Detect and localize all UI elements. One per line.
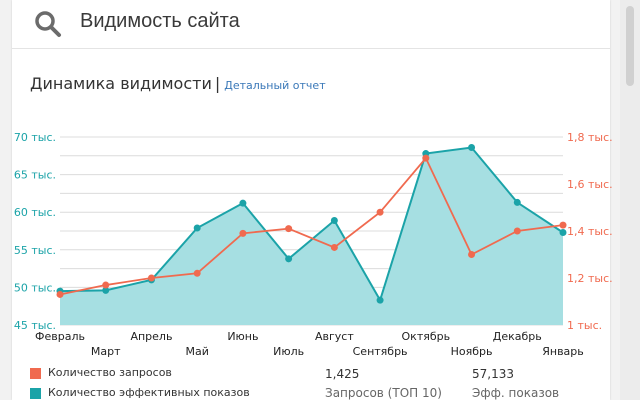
impressions-point — [468, 144, 476, 152]
right-axis-tick-label: 1 тыс. — [567, 319, 602, 332]
right-axis-tick-label: 1,8 тыс. — [567, 131, 613, 144]
detailed-report-link[interactable]: Детальный отчет — [224, 79, 326, 92]
left-axis-tick-label: 50 тыс. — [14, 281, 56, 294]
impressions-point — [376, 296, 384, 304]
legend-label-impressions: Количество эффективных показов — [48, 386, 250, 399]
stat-impressions-value: 57,133 — [472, 367, 514, 381]
queries-point — [285, 225, 293, 233]
queries-point — [239, 229, 247, 237]
x-axis-tick-label: Февраль — [35, 330, 85, 343]
impressions-point — [239, 199, 247, 207]
impressions-point — [559, 229, 567, 237]
right-axis-tick-label: 1,4 тыс. — [567, 225, 613, 238]
impressions-area — [60, 147, 563, 325]
impressions-point — [193, 224, 201, 232]
x-axis-tick-label: Август — [315, 330, 354, 343]
page-title: Видимость сайта — [80, 10, 240, 32]
x-axis-tick-label: Июль — [273, 345, 304, 358]
queries-point — [193, 269, 201, 277]
queries-point — [330, 243, 338, 251]
right-axis-tick-label: 1,6 тыс. — [567, 178, 613, 191]
x-axis-tick-label: Апрель — [130, 330, 172, 343]
chart-subtitle: Динамика видимости | Детальный отчет — [30, 74, 326, 93]
left-axis-tick-label: 70 тыс. — [14, 131, 56, 144]
left-axis-tick-label: 60 тыс. — [14, 206, 56, 219]
queries-point — [468, 251, 476, 258]
queries-point — [513, 227, 521, 235]
queries-point — [147, 274, 155, 282]
stat-queries-value: 1,425 — [325, 367, 360, 381]
left-axis-tick-label: 45 тыс. — [14, 319, 56, 332]
x-axis-tick-label: Январь — [542, 345, 584, 358]
impressions-point — [330, 216, 338, 224]
stat-queries-caption: Запросов (ТОП 10) — [325, 386, 442, 400]
queries-point — [102, 281, 110, 289]
legend-swatch-impressions — [30, 388, 41, 399]
search-icon[interactable] — [32, 8, 64, 40]
queries-point — [559, 221, 567, 229]
x-axis-tick-label: Октябрь — [402, 330, 451, 343]
queries-line — [59, 156, 564, 296]
x-axis-tick-label: Сентябрь — [353, 345, 408, 358]
legend-label-queries: Количество запросов — [48, 366, 172, 379]
impressions-line — [59, 146, 564, 303]
impressions-point — [513, 198, 521, 206]
queries-point — [422, 154, 430, 162]
left-axis-tick-label: 55 тыс. — [14, 244, 56, 257]
right-axis-tick-label: 1,2 тыс. — [567, 272, 613, 285]
chart-heading: Динамика видимости — [30, 74, 212, 93]
x-axis-tick-label: Май — [185, 345, 208, 358]
scrollbar-track[interactable] — [620, 0, 640, 400]
x-axis-tick-label: Июнь — [227, 330, 258, 343]
queries-point — [376, 208, 384, 216]
x-axis-tick-label: Декабрь — [493, 330, 542, 343]
x-axis-tick-label: Ноябрь — [451, 345, 493, 358]
subtitle-separator: | — [214, 74, 221, 93]
scrollbar-thumb[interactable] — [626, 6, 634, 86]
impressions-point — [102, 286, 110, 294]
impressions-point — [285, 255, 293, 263]
queries-point — [56, 290, 64, 298]
stat-impressions-caption: Эфф. показов — [472, 386, 560, 400]
x-axis-tick-label: Март — [91, 345, 121, 358]
legend-swatch-queries — [30, 368, 41, 379]
panel-header: Видимость сайта — [12, 0, 610, 49]
left-axis-tick-label: 65 тыс. — [14, 169, 56, 182]
